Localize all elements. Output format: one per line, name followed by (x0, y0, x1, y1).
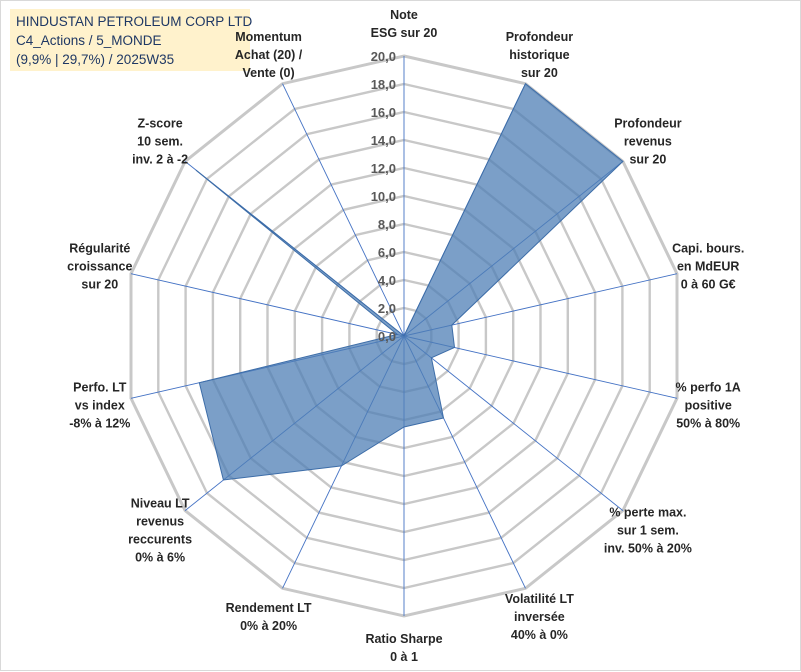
axis-label: Niveau LT revenus reccurents 0% à 6% (128, 497, 192, 565)
tick-label: 2,0 (378, 301, 396, 316)
axis-label: % perte max. sur 1 sem. inv. 50% à 20% (604, 506, 692, 556)
series-polygon (195, 82, 624, 481)
tick-label: 12,0 (371, 161, 396, 176)
axis-spoke (130, 273, 405, 337)
chart-title-box: HINDUSTAN PETROLEUM CORP LTD C4_Actions … (10, 9, 253, 71)
tick-label: 14,0 (371, 133, 396, 148)
title-company: HINDUSTAN PETROLEUM CORP LTD (16, 14, 253, 29)
axis-label: Rendement LT 0% à 20% (226, 601, 312, 633)
axis-label: Perfo. LT vs index -8% à 12% (69, 380, 130, 430)
title-category: C4_Actions / 5_MONDE (16, 33, 162, 48)
axis-label: Profondeur historique sur 20 (506, 30, 573, 80)
tick-label: 0,0 (378, 329, 396, 344)
title-stats: (9,9% | 29,7%) / 2025W35 (16, 52, 175, 67)
radar-series (195, 82, 624, 481)
tick-label: 18,0 (371, 77, 396, 92)
axis-label: Profondeur revenus sur 20 (614, 117, 681, 167)
axis-label: Volatilité LT inversée 40% à 0% (505, 592, 574, 642)
radar-axis-labels: Note ESG sur 20 Profondeur historique sur 20… (67, 8, 744, 664)
tick-label: 10,0 (371, 189, 396, 204)
axis-label: Z-score 10 sem. inv. 2 à -2 (132, 117, 188, 167)
axis-spoke (282, 83, 405, 337)
axis-label: % perfo 1A positive 50% à 80% (676, 380, 741, 430)
tick-label: 16,0 (371, 105, 396, 120)
radar-tick-labels: 0,0 2,0 4,0 6,0 8,0 10,0 12,0 14,0 16,0 18,0 20,0 (371, 49, 396, 344)
axis-label: Capi. bours. en MdEUR 0 à 60 G€ (672, 242, 744, 292)
tick-label: 8,0 (378, 217, 396, 232)
tick-label: 6,0 (378, 245, 396, 260)
tick-label: 20,0 (371, 49, 396, 64)
tick-label: 4,0 (378, 273, 396, 288)
axis-label: Momentum Achat (20) / Vente (0) (235, 30, 303, 80)
axis-label: Ratio Sharpe 0 à 1 (365, 632, 442, 664)
axis-label: Régularité croissance sur 20 (67, 242, 132, 292)
axis-spoke (403, 335, 624, 511)
axis-label: Note ESG sur 20 (371, 8, 438, 40)
